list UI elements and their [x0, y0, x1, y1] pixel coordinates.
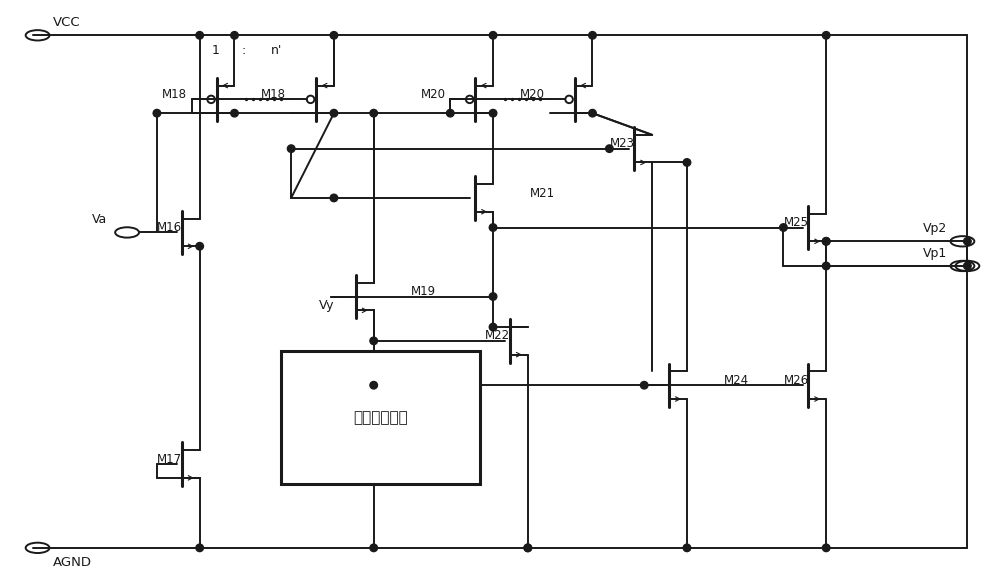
Circle shape	[196, 32, 203, 39]
Circle shape	[330, 109, 338, 117]
Circle shape	[524, 544, 532, 552]
Text: M26: M26	[783, 374, 809, 387]
Circle shape	[370, 337, 377, 344]
Circle shape	[370, 382, 377, 389]
Text: Va: Va	[92, 213, 108, 226]
Circle shape	[780, 224, 787, 231]
Text: M21: M21	[530, 187, 555, 199]
Text: M24: M24	[724, 374, 749, 387]
Text: M18: M18	[162, 88, 187, 101]
Text: M22: M22	[485, 329, 510, 343]
Text: M19: M19	[411, 285, 436, 298]
Circle shape	[822, 262, 830, 270]
Circle shape	[370, 109, 377, 117]
Text: Vy: Vy	[319, 299, 335, 312]
Circle shape	[822, 544, 830, 552]
Circle shape	[489, 323, 497, 331]
Text: n': n'	[271, 44, 283, 57]
Circle shape	[489, 293, 497, 300]
FancyBboxPatch shape	[281, 351, 480, 484]
Circle shape	[964, 238, 971, 245]
Circle shape	[822, 32, 830, 39]
Text: M23: M23	[609, 137, 634, 150]
Circle shape	[524, 544, 532, 552]
Circle shape	[370, 544, 377, 552]
Circle shape	[196, 544, 203, 552]
Circle shape	[640, 382, 648, 389]
Circle shape	[196, 242, 203, 250]
Circle shape	[589, 109, 596, 117]
Text: M18: M18	[261, 88, 286, 101]
Circle shape	[683, 544, 691, 552]
Circle shape	[330, 32, 338, 39]
Text: :: :	[241, 44, 246, 57]
Circle shape	[964, 262, 971, 270]
Circle shape	[231, 109, 238, 117]
Text: Vp1: Vp1	[923, 246, 947, 260]
Circle shape	[822, 238, 830, 245]
Text: 1: 1	[212, 44, 219, 57]
Circle shape	[231, 32, 238, 39]
Circle shape	[489, 109, 497, 117]
Circle shape	[153, 109, 161, 117]
Text: M20: M20	[520, 88, 545, 101]
Circle shape	[287, 145, 295, 152]
Text: M25: M25	[783, 216, 808, 229]
Circle shape	[489, 224, 497, 231]
Circle shape	[489, 32, 497, 39]
Circle shape	[683, 159, 691, 166]
Text: M17: M17	[157, 453, 182, 466]
Text: VCC: VCC	[52, 16, 80, 29]
Circle shape	[589, 32, 596, 39]
Text: AGND: AGND	[52, 556, 92, 569]
Text: M16: M16	[157, 221, 182, 234]
Circle shape	[446, 109, 454, 117]
Text: M20: M20	[420, 88, 445, 101]
Text: 电流编程模块: 电流编程模块	[353, 410, 408, 425]
Text: Vp2: Vp2	[923, 222, 947, 235]
Circle shape	[822, 238, 830, 245]
Circle shape	[330, 194, 338, 202]
Circle shape	[606, 145, 613, 152]
